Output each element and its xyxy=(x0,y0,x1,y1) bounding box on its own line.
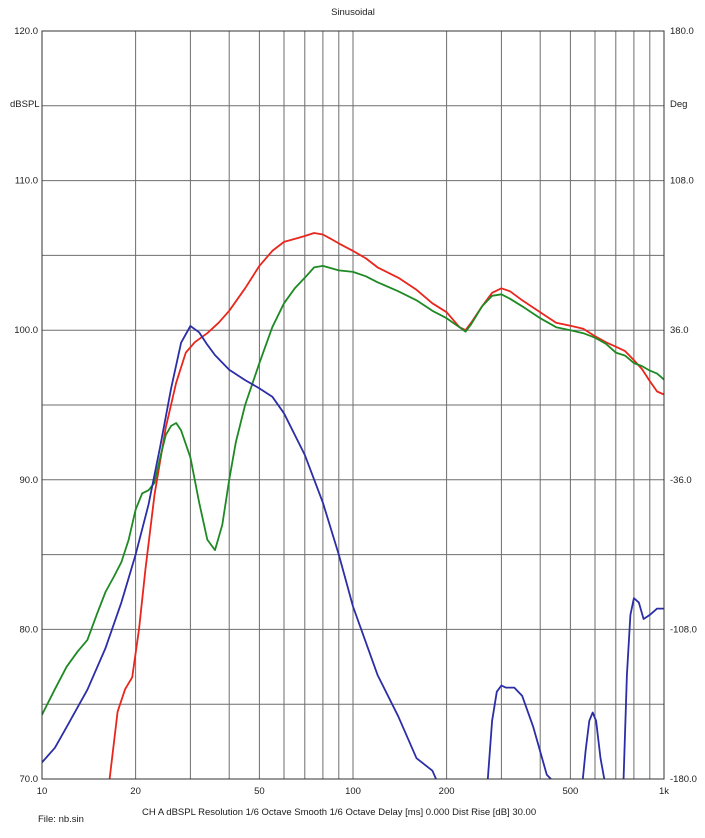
y-right-tick-label: 36.0 xyxy=(670,325,689,336)
y-left-tick-label: 90.0 xyxy=(20,475,39,486)
x-tick-label: 100 xyxy=(345,786,361,797)
x-tick-label: 1k xyxy=(659,786,669,797)
series-group xyxy=(42,232,664,779)
series-line-4 xyxy=(486,684,553,779)
y-left-tick-label: 80.0 xyxy=(20,624,39,635)
y-right-tick-label: -108.0 xyxy=(670,624,697,635)
y-right-tick-label: 108.0 xyxy=(670,176,694,187)
grid xyxy=(42,31,664,779)
y-right-axis-label: Deg xyxy=(670,99,687,110)
y-left-tick-label: 120.0 xyxy=(14,26,38,37)
chart-title: Sinusoidal xyxy=(331,7,375,18)
x-tick-label: 10 xyxy=(37,786,48,797)
series-line-1 xyxy=(108,232,664,779)
series-line-5 xyxy=(581,711,606,779)
series-line-2 xyxy=(42,264,664,716)
x-tick-label: 200 xyxy=(439,786,455,797)
file-label: File: nb.sin xyxy=(38,814,84,825)
y-left-tick-label: 70.0 xyxy=(20,774,39,785)
tick-labels: 10 20 50 100 200 500 1k 70.0 80.0 90.0 100.0 110.0 1… xyxy=(14,26,697,797)
y-left-tick-label: 100.0 xyxy=(14,325,38,336)
y-left-tick-label: 110.0 xyxy=(15,176,38,187)
series-line-3 xyxy=(42,325,438,779)
x-tick-label: 20 xyxy=(130,786,141,797)
measurement-settings: CH A dBSPL Resolution 1/6 Octave Smooth … xyxy=(142,807,537,818)
x-tick-label: 50 xyxy=(254,786,265,797)
x-tick-label: 500 xyxy=(562,786,578,797)
y-right-tick-label: -36.0 xyxy=(670,475,692,486)
y-right-tick-label: 180.0 xyxy=(670,26,694,37)
plot-frame xyxy=(41,30,665,780)
y-left-axis-label: dBSPL xyxy=(10,99,40,110)
series-line-6 xyxy=(622,597,664,779)
y-right-tick-label: -180.0 xyxy=(670,774,697,785)
